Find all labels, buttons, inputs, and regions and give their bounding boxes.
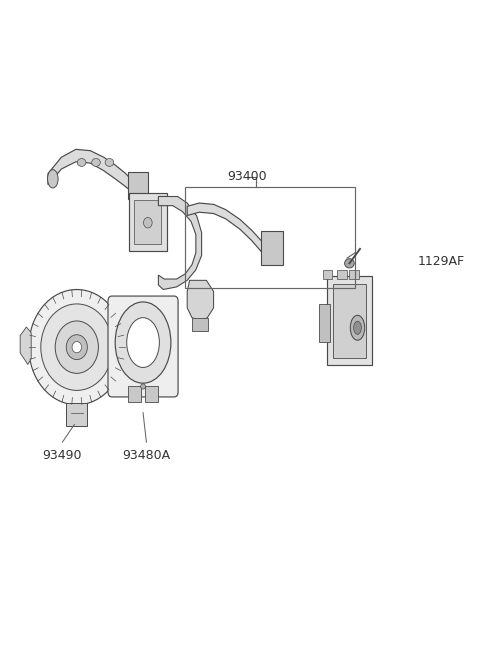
FancyBboxPatch shape <box>261 231 283 265</box>
Ellipse shape <box>141 384 145 389</box>
Ellipse shape <box>144 217 152 228</box>
Ellipse shape <box>41 304 113 390</box>
Ellipse shape <box>350 315 365 340</box>
Ellipse shape <box>127 318 159 367</box>
Bar <box>333 284 366 358</box>
FancyBboxPatch shape <box>192 318 208 331</box>
FancyBboxPatch shape <box>145 386 158 402</box>
Bar <box>185 187 355 288</box>
FancyBboxPatch shape <box>337 270 347 279</box>
FancyBboxPatch shape <box>128 172 148 199</box>
Bar <box>319 304 330 342</box>
Text: 1129AF: 1129AF <box>418 255 465 269</box>
FancyBboxPatch shape <box>323 270 332 279</box>
Ellipse shape <box>105 159 114 166</box>
FancyBboxPatch shape <box>349 270 359 279</box>
Ellipse shape <box>354 321 361 334</box>
Polygon shape <box>187 280 214 321</box>
Ellipse shape <box>55 321 98 373</box>
Ellipse shape <box>66 335 87 360</box>
Ellipse shape <box>345 259 354 268</box>
FancyBboxPatch shape <box>128 386 141 402</box>
Bar <box>134 200 161 244</box>
Polygon shape <box>20 327 31 364</box>
Ellipse shape <box>72 341 82 353</box>
Ellipse shape <box>77 159 86 166</box>
Polygon shape <box>187 203 266 259</box>
FancyBboxPatch shape <box>66 403 87 426</box>
Ellipse shape <box>92 159 100 166</box>
FancyBboxPatch shape <box>327 276 372 365</box>
Ellipse shape <box>115 302 171 383</box>
Polygon shape <box>158 196 202 290</box>
Text: 93400: 93400 <box>228 170 267 183</box>
FancyBboxPatch shape <box>108 296 178 397</box>
Text: 93480A: 93480A <box>122 449 170 462</box>
Ellipse shape <box>29 290 125 405</box>
Ellipse shape <box>48 170 58 188</box>
FancyBboxPatch shape <box>129 193 167 251</box>
Polygon shape <box>48 149 133 193</box>
Text: 93490: 93490 <box>43 449 82 462</box>
